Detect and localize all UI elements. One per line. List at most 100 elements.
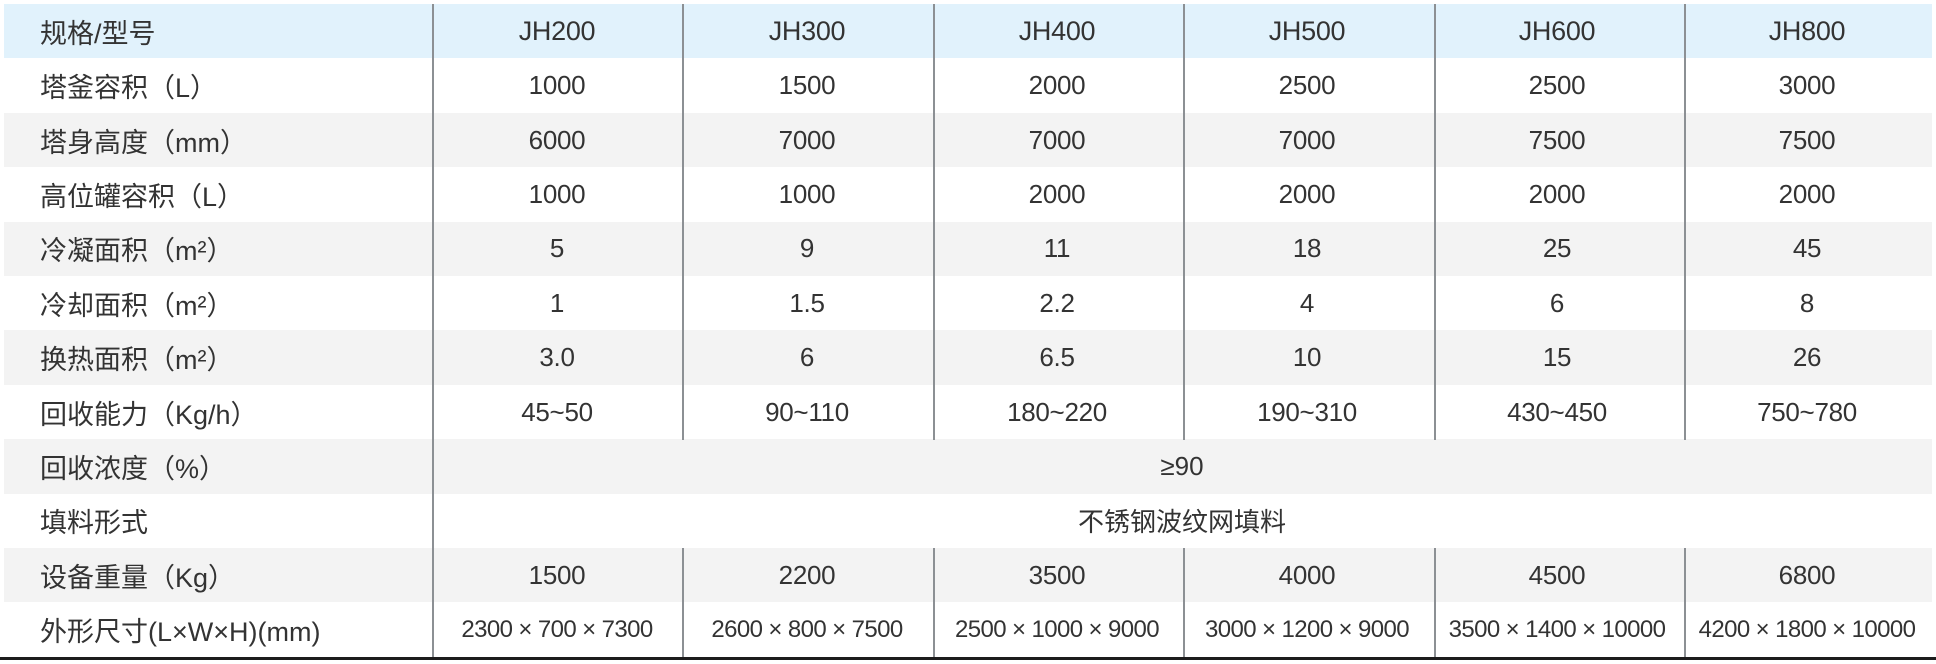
row-value: 2000 — [1778, 178, 1836, 209]
column-divider — [682, 4, 684, 440]
table-row: 塔釜容积（L） 1000 1500 2000 2500 2500 3000 — [4, 58, 1932, 112]
table-rows-container: 规格/型号 JH200 JH300 JH400 JH500 JH600 JH800 塔釜容积（… — [4, 4, 1932, 657]
row-value: 190~310 — [1257, 396, 1357, 427]
row-label: 填料形式 — [40, 508, 148, 539]
column-divider — [1434, 548, 1436, 657]
row-value: 2.2 — [1039, 287, 1075, 318]
row-value: 18 — [1292, 233, 1322, 264]
row-value: 3500 × 1400 × 10000 — [1448, 615, 1666, 643]
row-value: 1000 — [528, 70, 586, 101]
column-divider — [1684, 548, 1686, 657]
table-row: 塔身高度（mm） 6000 7000 7000 7000 7500 7500 — [4, 112, 1932, 168]
row-value: 3.0 — [539, 342, 575, 373]
row-value: 26 — [1792, 342, 1822, 373]
column-divider — [682, 548, 684, 657]
row-label: 高位罐容积（L） — [40, 181, 245, 212]
row-label: 冷凝面积（m²） — [40, 236, 234, 267]
table-header-row: 规格/型号 JH200 JH300 JH400 JH500 JH600 JH800 — [4, 4, 1932, 59]
table-row: 外形尺寸(L×W×H)(mm) 2300 × 700 × 7300 2600 × 8… — [4, 602, 1932, 656]
column-divider — [933, 4, 935, 440]
column-divider — [432, 4, 434, 657]
column-divider — [1684, 4, 1686, 440]
row-value: 3000 × 1200 × 9000 — [1204, 615, 1410, 643]
column-divider — [1183, 4, 1185, 440]
table-row: 换热面积（m²） 3.0 6 6.5 10 15 26 — [4, 330, 1932, 385]
row-value: 7500 — [1528, 124, 1586, 155]
row-value: 7000 — [1278, 124, 1336, 155]
column-divider — [1183, 548, 1185, 657]
row-value: 10 — [1292, 342, 1322, 373]
row-value: 4 — [1299, 287, 1315, 318]
column-header-jh300: JH300 — [768, 15, 846, 46]
row-value: 2200 — [778, 559, 836, 590]
column-header-jh200: JH200 — [518, 15, 596, 46]
row-value: 2600 × 800 × 7500 — [711, 615, 903, 643]
row-value: 1000 — [778, 178, 836, 209]
table-row: 回收浓度（%） ≥90 — [4, 439, 1932, 494]
column-divider — [933, 548, 935, 657]
row-value: 4200 × 1800 × 10000 — [1698, 615, 1916, 643]
row-label: 塔身高度（mm） — [40, 127, 247, 158]
row-value: 2500 — [1278, 70, 1336, 101]
row-value: 6.5 — [1039, 342, 1075, 373]
column-header-jh800: JH800 — [1768, 15, 1846, 46]
row-value: 6 — [799, 342, 815, 373]
row-value: 7500 — [1778, 124, 1836, 155]
table-bottom-border — [0, 657, 1936, 660]
row-value: 90~110 — [765, 396, 849, 427]
row-value: 15 — [1542, 342, 1572, 373]
row-value: 9 — [799, 233, 815, 264]
row-label: 换热面积（m²） — [40, 345, 234, 376]
row-value: 6 — [1549, 287, 1565, 318]
row-value: 11 — [1043, 233, 1071, 264]
row-value: 7000 — [778, 124, 836, 155]
row-label: 回收能力（Kg/h） — [40, 399, 258, 430]
row-value: 4500 — [1528, 559, 1586, 590]
table-row: 设备重量（Kg） 1500 2200 3500 4000 4500 6800 — [4, 548, 1932, 603]
row-value: 180~220 — [1007, 396, 1107, 427]
row-label: 冷却面积（m²） — [40, 290, 234, 321]
table-row: 回收能力（Kg/h） 45~50 90~110 180~220 190~310 430~4… — [4, 385, 1932, 439]
row-value: 4000 — [1278, 559, 1336, 590]
table-row: 冷凝面积（m²） 5 9 11 18 25 45 — [4, 221, 1932, 277]
column-header-jh400: JH400 — [1018, 15, 1096, 46]
row-value: 2300 × 700 × 7300 — [461, 615, 653, 643]
header-label: 规格/型号 — [40, 18, 156, 49]
row-value: 45 — [1792, 233, 1822, 264]
row-value: 2000 — [1278, 178, 1336, 209]
column-header-jh500: JH500 — [1268, 15, 1346, 46]
row-value: 1500 — [528, 559, 586, 590]
row-label: 回收浓度（%） — [40, 453, 227, 484]
table-row: 冷却面积（m²） 1 1.5 2.2 4 6 8 — [4, 276, 1932, 330]
column-header-jh600: JH600 — [1518, 15, 1596, 46]
row-value: 6000 — [528, 124, 586, 155]
row-value: 1500 — [778, 70, 836, 101]
row-value: 25 — [1542, 233, 1572, 264]
row-value: 3000 — [1778, 70, 1836, 101]
row-value: 1.5 — [789, 287, 825, 318]
row-span-value: ≥90 — [1160, 450, 1204, 481]
row-value: 8 — [1799, 287, 1815, 318]
row-label: 设备重量（Kg） — [40, 562, 236, 593]
table-row: 填料形式 不锈钢波纹网填料 — [4, 494, 1932, 548]
row-value: 2000 — [1528, 178, 1586, 209]
row-value: 2500 — [1528, 70, 1586, 101]
row-label: 外形尺寸(L×W×H)(mm) — [40, 617, 321, 648]
column-divider — [1434, 4, 1436, 440]
row-value: 750~780 — [1757, 396, 1857, 427]
row-value: 5 — [549, 233, 565, 264]
row-value: 430~450 — [1507, 396, 1607, 427]
table-row: 高位罐容积（L） 1000 1000 2000 2000 2000 2000 — [4, 167, 1932, 221]
row-value: 1 — [549, 287, 565, 318]
row-span-value: 不锈钢波纹网填料 — [1077, 507, 1286, 538]
row-value: 1000 — [528, 178, 586, 209]
row-value: 2000 — [1028, 178, 1086, 209]
row-value: 45~50 — [521, 396, 593, 427]
row-label: 塔釜容积（L） — [40, 73, 218, 104]
row-value: 2000 — [1028, 70, 1086, 101]
row-value: 3500 — [1028, 559, 1086, 590]
row-value: 2500 × 1000 × 9000 — [954, 615, 1160, 643]
row-value: 6800 — [1778, 559, 1836, 590]
row-value: 7000 — [1028, 124, 1086, 155]
